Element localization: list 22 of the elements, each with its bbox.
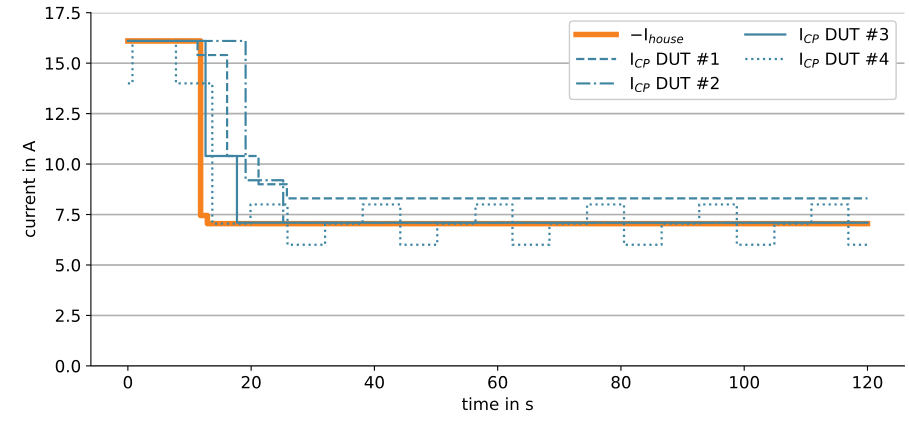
legend-label: I$_{CP}$ DUT #3 (800, 28, 888, 44)
y-tick-label: 2.5 (56, 309, 80, 322)
y-tick-label: 5.0 (56, 258, 80, 272)
x-axis-title: time in s (462, 397, 533, 410)
x-tick-label: 0 (124, 376, 132, 389)
x-tick-label: 20 (242, 376, 261, 389)
x-tick-label: 40 (364, 376, 384, 389)
x-tick-label: 80 (611, 376, 630, 389)
x-tick-label: 120 (853, 376, 882, 389)
legend-label: −I$_{house}$ (631, 28, 684, 44)
legend-label: I$_{CP}$ DUT #2 (631, 76, 719, 92)
y-tick-label: 7.5 (56, 208, 80, 222)
y-tick-label: 12.5 (46, 108, 80, 120)
y-axis-title: current in A (22, 140, 36, 238)
y-tick-label: 17.5 (46, 6, 80, 20)
y-tick-label: 0.0 (56, 360, 80, 372)
x-tick-label: 60 (488, 376, 508, 389)
x-tick-label: 100 (730, 376, 760, 389)
legend-label: I$_{CP}$ DUT #4 (800, 52, 888, 68)
legend-label: I$_{CP}$ DUT #1 (631, 52, 719, 68)
y-tick-label: 15.0 (46, 57, 80, 70)
y-tick-label: 10.0 (46, 158, 80, 171)
